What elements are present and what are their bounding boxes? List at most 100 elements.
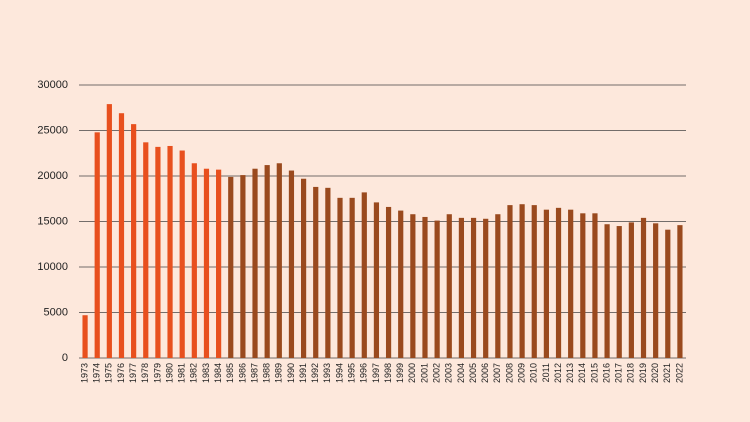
x-tick-label: 2002 <box>432 363 442 383</box>
bar <box>240 175 246 358</box>
bar <box>106 104 112 358</box>
x-tick-label: 1984 <box>213 363 223 383</box>
x-tick-label: 2014 <box>577 363 587 383</box>
x-tick-label: 1979 <box>152 363 162 383</box>
bar <box>264 165 270 358</box>
x-tick-label: 1998 <box>383 363 393 383</box>
bar <box>313 186 319 358</box>
bar <box>665 229 671 358</box>
bar <box>543 209 549 358</box>
x-tick-label: 2016 <box>601 363 611 383</box>
x-tick-label: 1973 <box>79 363 89 383</box>
bar <box>349 197 355 358</box>
bar <box>470 217 477 358</box>
x-tick-label: 1985 <box>225 363 235 383</box>
x-tick-label: 1992 <box>310 363 320 383</box>
x-tick-label: 2022 <box>674 363 684 383</box>
y-tick-label: 0 <box>62 352 68 364</box>
bar <box>216 169 222 358</box>
x-tick-label: 2011 <box>541 363 551 382</box>
bar <box>446 214 452 358</box>
x-tick-label: 1974 <box>92 363 102 383</box>
bar <box>94 132 100 358</box>
bar <box>495 214 501 358</box>
y-tick-label: 15000 <box>37 215 68 227</box>
x-tick-label: 2000 <box>407 363 417 383</box>
x-tick-label: 1997 <box>371 363 381 383</box>
x-tick-label: 1999 <box>395 363 405 383</box>
bar <box>604 224 610 358</box>
bar <box>410 214 416 358</box>
x-tick-label: 1980 <box>164 363 174 383</box>
x-tick-label: 1993 <box>322 363 332 383</box>
x-tick-label: 2017 <box>614 363 624 383</box>
bar <box>361 192 367 358</box>
bar <box>118 113 125 359</box>
x-tick-label: 1988 <box>262 363 272 383</box>
x-tick-label: 2003 <box>444 363 454 383</box>
bar <box>519 204 525 358</box>
x-tick-label: 2018 <box>626 363 636 383</box>
bar <box>640 217 647 358</box>
bar <box>167 145 173 358</box>
bar <box>568 209 574 358</box>
x-tick-label: 1983 <box>201 363 211 383</box>
bar <box>653 223 659 358</box>
x-tick-label: 2005 <box>468 363 478 383</box>
bar <box>398 210 404 358</box>
bar <box>300 178 307 358</box>
y-tick-label: 5000 <box>44 306 68 318</box>
x-tick-label: 1994 <box>334 363 344 383</box>
x-tick-label: 2001 <box>419 363 429 383</box>
x-tick-label: 1976 <box>116 363 126 383</box>
bar <box>616 226 622 358</box>
x-tick-label: 2004 <box>456 363 466 383</box>
x-tick-label: 1987 <box>249 363 259 383</box>
bar <box>580 213 586 358</box>
x-tick-label: 2012 <box>553 363 563 383</box>
x-tick-label: 2010 <box>529 363 539 383</box>
bar <box>143 142 149 358</box>
y-tick-label: 25000 <box>37 124 68 136</box>
x-tick-label: 2019 <box>638 363 648 383</box>
y-tick-label: 20000 <box>37 170 68 182</box>
bar <box>288 170 295 358</box>
x-tick-label: 1991 <box>298 363 308 383</box>
bar <box>385 206 392 358</box>
bar <box>592 213 598 358</box>
x-tick-label: 1990 <box>286 363 296 383</box>
bar <box>203 168 210 358</box>
bar <box>131 124 137 358</box>
bar <box>325 187 331 358</box>
bar <box>337 197 343 358</box>
bar <box>82 315 88 358</box>
y-tick-label: 30000 <box>37 79 68 91</box>
bar <box>434 220 440 358</box>
bar <box>483 218 489 358</box>
x-tick-label: 2021 <box>662 363 672 383</box>
bar <box>422 216 428 358</box>
x-tick-label: 2007 <box>492 363 502 383</box>
x-tick-label: 2006 <box>480 363 490 383</box>
bar <box>373 202 380 358</box>
x-tick-label: 2013 <box>565 363 575 383</box>
x-tick-label: 2020 <box>650 363 660 383</box>
x-tick-label: 1975 <box>104 363 114 383</box>
y-tick-label: 10000 <box>37 261 68 273</box>
x-tick-label: 2009 <box>516 363 526 383</box>
bar <box>276 163 282 358</box>
bar <box>252 168 258 358</box>
bar <box>155 146 161 358</box>
bar <box>179 150 185 358</box>
x-tick-label: 1995 <box>347 363 357 383</box>
x-tick-label: 1986 <box>237 363 247 383</box>
bar <box>507 205 513 358</box>
x-tick-label: 1978 <box>140 363 150 383</box>
bar <box>191 163 197 358</box>
x-tick-label: 1981 <box>177 363 187 383</box>
x-tick-label: 2008 <box>504 363 514 383</box>
bar <box>677 225 683 358</box>
bar <box>628 222 634 358</box>
x-tick-label: 1982 <box>189 363 199 383</box>
